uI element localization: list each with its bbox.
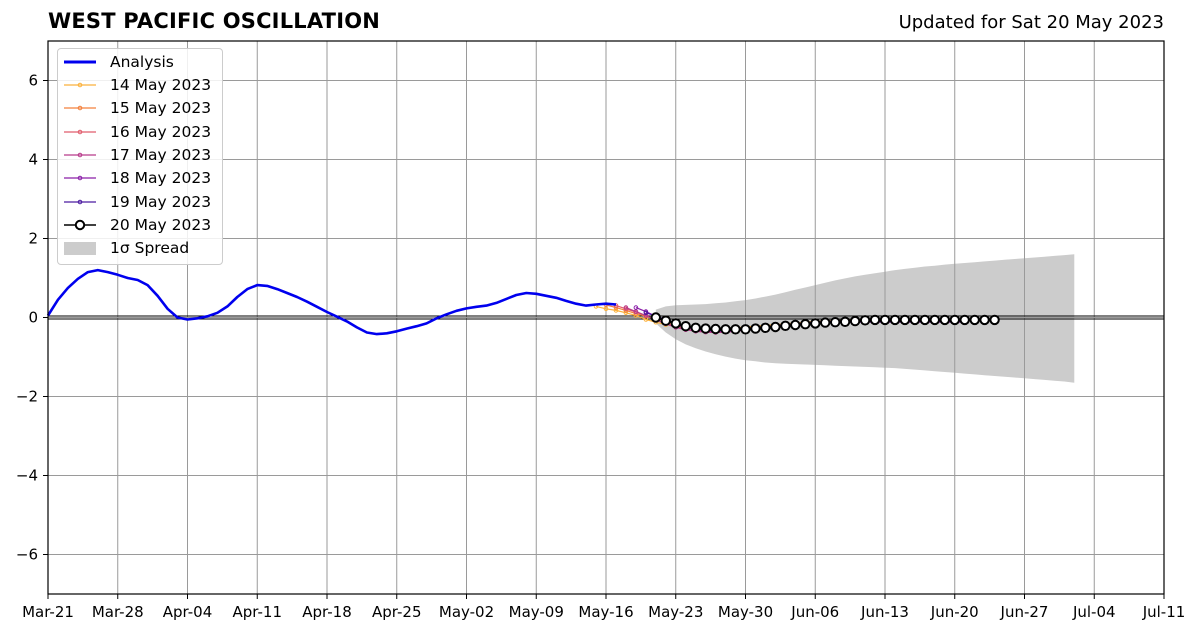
latest-forecast-point — [949, 314, 960, 326]
forecast-point — [643, 310, 649, 316]
forecast-swatch-icon — [64, 152, 96, 158]
latest-forecast-point — [939, 314, 950, 326]
spread-swatch-icon — [64, 242, 96, 255]
x-tick-label: May-16 — [578, 603, 633, 621]
y-tick-label: −2 — [16, 388, 38, 406]
latest-forecast-point — [839, 316, 851, 327]
latest-forecast-point — [720, 324, 731, 335]
x-tick-label: Mar-21 — [22, 603, 74, 621]
legend-label-spread: 1σ Spread — [110, 239, 190, 257]
legend-label-forecast: 15 May 2023 — [110, 99, 212, 118]
legend-label-analysis: Analysis — [110, 53, 174, 71]
latest-forecast-point — [780, 320, 791, 331]
legend-item-forecast: 17 May 2023 — [58, 145, 222, 165]
latest-forecast-point — [909, 314, 921, 326]
x-tick-label: Jul-04 — [1072, 603, 1116, 621]
legend-label-forecast: 18 May 2023 — [110, 169, 212, 188]
forecast-swatch-icon — [64, 105, 96, 111]
legend-item-analysis: Analysis — [58, 52, 222, 72]
y-tick-label: 2 — [28, 230, 38, 248]
x-tick-label: May-09 — [509, 603, 564, 621]
legend-label-forecast: 19 May 2023 — [110, 192, 212, 211]
y-axis-ticks: −6 −4 −2 0 2 4 6 — [16, 72, 48, 564]
legend-item-forecast: 19 May 2023 — [58, 192, 222, 212]
y-tick-label: 0 — [28, 309, 38, 327]
analysis-line-layer — [46, 268, 617, 336]
latest-forecast-point — [790, 319, 801, 331]
x-tick-label: Apr-11 — [233, 603, 283, 621]
latest-forecast-point — [750, 323, 761, 334]
latest-forecast-point — [730, 324, 741, 335]
updated-label: Updated for Sat 20 May 2023 — [898, 12, 1164, 33]
latest-forecast-point — [959, 314, 970, 326]
y-tick-label: 6 — [28, 72, 38, 90]
latest-forecast-point — [650, 312, 661, 323]
latest-forecast-point — [889, 314, 901, 326]
x-tick-label: Apr-25 — [372, 603, 422, 621]
latest-swatch-icon — [64, 219, 96, 230]
latest-forecast-point — [710, 323, 721, 335]
latest-forecast-point — [929, 314, 940, 326]
legend-item-forecast: 15 May 2023 — [58, 98, 222, 118]
latest-forecast-point — [810, 318, 821, 329]
analysis-swatch-icon — [64, 60, 96, 64]
latest-forecast-layer — [650, 312, 1000, 335]
latest-forecast-point — [700, 323, 711, 334]
latest-forecast-point — [660, 315, 671, 326]
latest-forecast-point — [859, 315, 871, 326]
latest-forecast-point — [820, 317, 831, 328]
legend-item-forecast: 18 May 2023 — [58, 168, 222, 188]
legend-label-forecast: 16 May 2023 — [110, 122, 212, 141]
x-axis-ticks: Mar-21 Mar-28 Apr-04 Apr-11 Apr-18 Apr-25 May-… — [22, 594, 1185, 621]
forecast-swatch-icon — [64, 82, 96, 88]
x-tick-label: Jun-27 — [1000, 603, 1049, 621]
analysis-line — [46, 268, 617, 336]
x-tick-label: May-30 — [718, 603, 773, 621]
latest-forecast-point — [690, 322, 701, 333]
latest-forecast-point — [740, 324, 751, 335]
x-tick-label: Jun-06 — [790, 603, 839, 621]
legend-label-forecast: 17 May 2023 — [110, 145, 212, 164]
x-tick-label: Apr-18 — [302, 603, 352, 621]
latest-forecast-point — [899, 314, 911, 326]
latest-forecast-point — [760, 322, 771, 333]
x-tick-label: May-23 — [648, 603, 703, 621]
chart-title: WEST PACIFIC OSCILLATION — [48, 9, 381, 33]
latest-forecast-point — [969, 314, 980, 326]
latest-forecast-point — [670, 318, 681, 329]
y-tick-label: 4 — [28, 151, 38, 169]
latest-forecast-point — [800, 319, 811, 330]
legend-item-forecast: 16 May 2023 — [58, 122, 222, 142]
y-tick-label: −4 — [16, 467, 38, 485]
latest-forecast-point — [770, 321, 781, 333]
forecast-point — [623, 305, 629, 310]
x-tick-label: May-02 — [439, 603, 494, 621]
x-tick-label: Mar-28 — [92, 603, 144, 621]
x-tick-label: Jun-13 — [860, 603, 909, 621]
latest-forecast-point — [849, 315, 861, 327]
forecast-swatch-icon — [64, 175, 96, 181]
latest-forecast-point — [879, 314, 891, 326]
forecast-swatch-icon — [64, 199, 96, 204]
x-tick-label: Apr-04 — [163, 603, 213, 621]
x-tick-label: Jun-20 — [930, 603, 979, 621]
forecast-point — [613, 308, 619, 313]
forecast-point — [633, 305, 639, 310]
latest-forecast-point — [979, 314, 990, 326]
legend-item-forecast: 20 May 2023 — [58, 215, 222, 235]
latest-forecast-point — [919, 314, 931, 326]
chart-legend: Analysis 14 May 2023 15 May 2023 16 May 20… — [57, 48, 223, 265]
latest-forecast-point — [989, 314, 1000, 326]
forecast-swatch-icon — [64, 129, 96, 134]
latest-forecast-point — [680, 321, 691, 332]
y-tick-label: −6 — [16, 546, 38, 564]
legend-label-forecast: 20 May 2023 — [110, 215, 212, 234]
legend-item-forecast: 14 May 2023 — [58, 75, 222, 95]
latest-forecast-point — [869, 314, 881, 326]
latest-forecast-point — [830, 317, 841, 328]
legend-item-spread: 1σ Spread — [58, 238, 222, 258]
x-tick-label: Jul-11 — [1142, 603, 1186, 621]
legend-label-forecast: 14 May 2023 — [110, 76, 212, 94]
